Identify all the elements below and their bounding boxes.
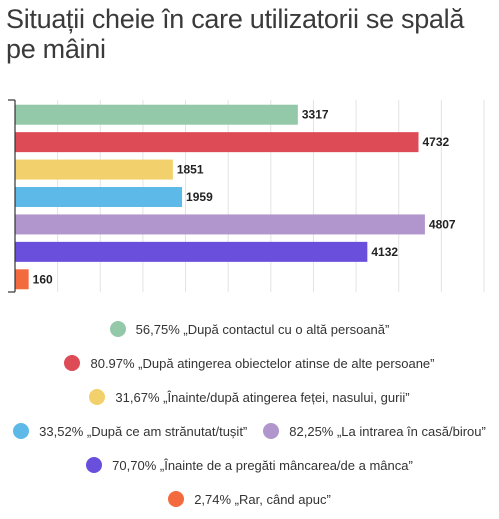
bar-value-label: 1959 — [186, 190, 213, 204]
bar-value-label: 4132 — [371, 245, 398, 259]
legend-label: 56,75% „După contactul cu o altă persoan… — [135, 321, 390, 337]
legend-row: 2,74% „Rar, când apuc” — [0, 482, 499, 516]
legend-item[interactable]: 2,74% „Rar, când apuc” — [168, 491, 331, 507]
legend-item[interactable]: 33,52% „După ce am strănutat/tușit” — [13, 423, 247, 439]
legend-row: 31,67% „Înainte/după atingerea feței, na… — [0, 380, 499, 414]
legend-item[interactable]: 82,25% „La intrarea în casă/birou” — [263, 423, 486, 439]
bar — [15, 104, 298, 125]
legend-row: 33,52% „După ce am strănutat/tușit” 82,2… — [0, 414, 499, 448]
legend-swatch — [64, 355, 81, 371]
legend-item[interactable]: 56,75% „După contactul cu o altă persoan… — [109, 321, 390, 337]
bar — [15, 269, 29, 290]
y-axis — [8, 99, 16, 293]
bar — [15, 132, 419, 153]
legend-swatch — [86, 457, 103, 473]
legend-row: 56,75% „După contactul cu o altă persoan… — [0, 312, 499, 346]
bar — [15, 187, 183, 207]
legend-label: 80.97% „După atingerea obiectelor atinse… — [90, 355, 435, 371]
legend-label: 33,52% „După ce am strănutat/tușit” — [39, 423, 248, 439]
legend: 56,75% „După contactul cu o altă persoan… — [0, 312, 499, 516]
bar — [15, 214, 425, 235]
bar-chart: 3317 4732 1851 1959 4807 4132 160 — [8, 99, 485, 293]
legend-swatch — [168, 491, 185, 507]
bars — [15, 104, 425, 290]
legend-swatch — [13, 423, 30, 439]
legend-swatch — [109, 321, 126, 337]
legend-item[interactable]: 80.97% „După atingerea obiectelor atinse… — [64, 355, 435, 371]
value-labels: 3317 4732 1851 1959 4807 4132 160 — [33, 108, 456, 287]
legend-swatch — [89, 389, 106, 405]
legend-row: 80.97% „După atingerea obiectelor atinse… — [0, 346, 499, 380]
legend-item[interactable]: 70,70% „Înainte de a pregăti mâncarea/de… — [86, 457, 413, 473]
bar-value-label: 4807 — [429, 217, 456, 231]
chart-title: Situații cheie în care utilizatorii se s… — [6, 4, 465, 64]
bar — [15, 159, 173, 180]
bar — [15, 241, 368, 262]
legend-label: 31,67% „Înainte/după atingerea feței, na… — [115, 389, 410, 405]
legend-row: 70,70% „Înainte de a pregăti mâncarea/de… — [0, 448, 499, 482]
bar-value-label: 4732 — [423, 135, 450, 149]
legend-label: 70,70% „Înainte de a pregăti mâncarea/de… — [112, 457, 413, 473]
legend-label: 2,74% „Rar, când apuc” — [194, 491, 331, 507]
bar-value-label: 3317 — [302, 108, 329, 122]
bar-value-label: 160 — [33, 272, 53, 286]
bar-value-label: 1851 — [177, 163, 204, 177]
legend-swatch — [263, 423, 280, 439]
legend-item[interactable]: 31,67% „Înainte/după atingerea feței, na… — [89, 389, 410, 405]
legend-label: 82,25% „La intrarea în casă/birou” — [289, 423, 486, 439]
